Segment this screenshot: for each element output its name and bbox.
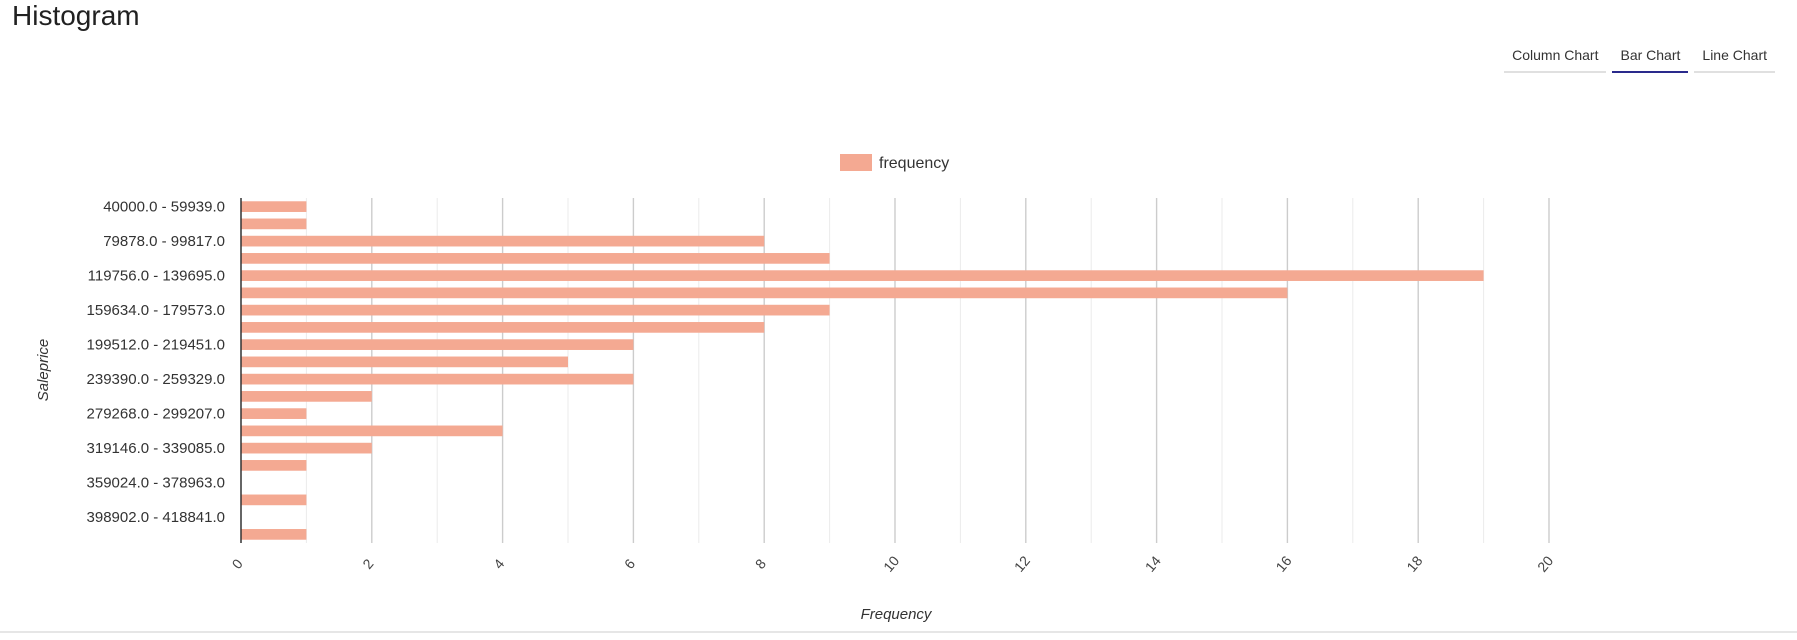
y-tick-label: 199512.0 - 219451.0 <box>87 337 225 354</box>
y-tick-label: 40000.0 - 59939.0 <box>103 199 225 216</box>
tab-line-chart[interactable]: Line Chart <box>1694 38 1775 73</box>
y-tick-label: 79878.0 - 99817.0 <box>103 233 225 250</box>
x-tick-label: 8 <box>752 556 769 572</box>
tab-bar-chart[interactable]: Bar Chart <box>1612 38 1689 73</box>
bar <box>241 270 1484 281</box>
bottom-divider <box>0 631 1797 633</box>
y-tick-label: 239390.0 - 259329.0 <box>87 371 225 388</box>
bar <box>241 391 372 402</box>
bar <box>241 373 634 385</box>
bar <box>241 235 765 247</box>
x-tick-label: 12 <box>1011 553 1033 575</box>
bar <box>241 253 830 264</box>
y-tick-label: 159634.0 - 179573.0 <box>87 302 225 319</box>
x-tick-label: 0 <box>229 556 246 572</box>
y-tick-label: 279268.0 - 299207.0 <box>87 406 225 423</box>
bar <box>241 408 307 419</box>
bar <box>241 287 1288 299</box>
chart-type-tabs: Column Chart Bar Chart Line Chart <box>1504 38 1775 73</box>
tab-column-chart[interactable]: Column Chart <box>1504 38 1607 73</box>
x-tick-label: 16 <box>1272 553 1294 575</box>
x-tick-label: 2 <box>359 556 376 572</box>
bar <box>241 460 307 471</box>
bar <box>241 201 307 212</box>
bar <box>241 356 568 368</box>
y-tick-label: 359024.0 - 378963.0 <box>87 475 225 492</box>
bar <box>241 529 307 540</box>
x-tick-label: 20 <box>1534 553 1556 575</box>
y-tick-label: 119756.0 - 139695.0 <box>88 268 225 285</box>
bar <box>241 442 372 454</box>
bar <box>241 494 307 506</box>
y-tick-label: 398902.0 - 418841.0 <box>87 509 225 526</box>
x-tick-label: 18 <box>1403 553 1425 575</box>
x-axis-title: Frequency <box>861 606 933 623</box>
x-tick-label: 4 <box>490 556 507 572</box>
legend-swatch <box>840 154 872 171</box>
x-tick-label: 14 <box>1142 553 1164 575</box>
bar <box>241 425 503 437</box>
bar <box>241 322 765 333</box>
x-tick-label: 10 <box>880 553 902 575</box>
bar <box>241 339 634 350</box>
y-tick-label: 319146.0 - 339085.0 <box>87 440 225 457</box>
y-axis-title: Saleprice <box>35 339 52 402</box>
bar <box>241 304 830 316</box>
bar <box>241 218 307 230</box>
x-tick-label: 6 <box>621 556 638 572</box>
page-title: Histogram <box>12 0 140 31</box>
legend-label: frequency <box>879 155 949 172</box>
